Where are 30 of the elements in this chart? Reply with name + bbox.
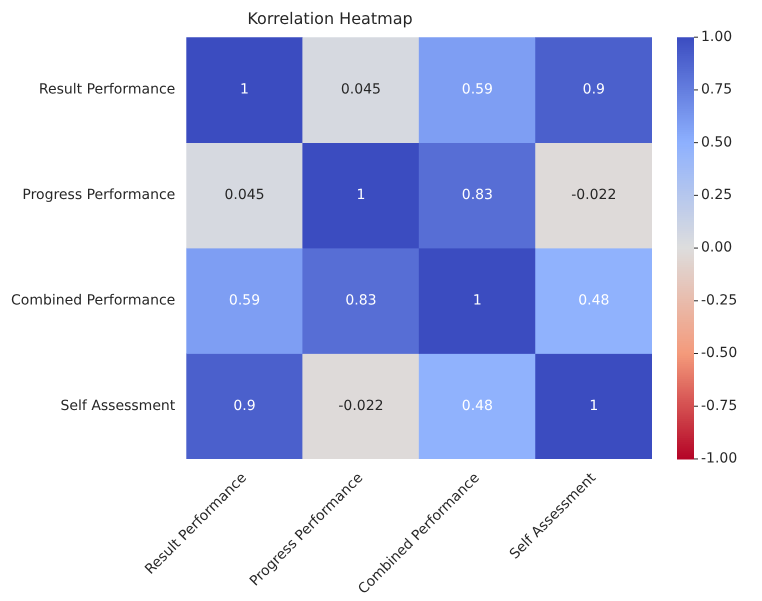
data-label: 0.9 (233, 398, 256, 414)
data-label: 0.83 (462, 186, 493, 203)
data-label: 0.59 (228, 292, 260, 308)
chart-title: Korrelation Heatmap (247, 8, 413, 28)
color-bar-label: 1.00 (701, 28, 732, 45)
data-label: 1 (240, 82, 249, 98)
y-tick-label: Self Assessment (60, 398, 176, 414)
data-label: 0.045 (224, 186, 265, 203)
data-label: 0.48 (578, 292, 610, 308)
color-bar-label: -0.75 (701, 398, 738, 414)
data-label: 1 (472, 292, 482, 308)
data-label: 1 (589, 398, 598, 414)
color-bar-label: 0.00 (701, 240, 732, 256)
color-bar-label: -1.00 (701, 450, 738, 467)
data-label: -0.022 (338, 398, 384, 414)
data-label: 1 (356, 186, 366, 203)
y-tick-label: Combined Performance (11, 292, 176, 308)
data-label: 0.48 (462, 398, 493, 414)
data-label: 0.59 (462, 82, 493, 98)
color-bar-label: -0.50 (701, 345, 738, 362)
data-label: -0.022 (571, 186, 616, 203)
color-bar-label: 0.75 (701, 82, 732, 98)
data-label: 0.045 (340, 82, 381, 98)
data-label: 0.9 (582, 82, 605, 98)
color-bar-label: 0.25 (701, 186, 732, 203)
data-label: 0.83 (345, 292, 377, 308)
color-bar-label: -0.25 (701, 292, 738, 308)
y-tick-label: Progress Performance (22, 186, 176, 203)
y-tick-label: Result Performance (38, 82, 176, 98)
color-bar-label: 0.50 (701, 134, 732, 150)
